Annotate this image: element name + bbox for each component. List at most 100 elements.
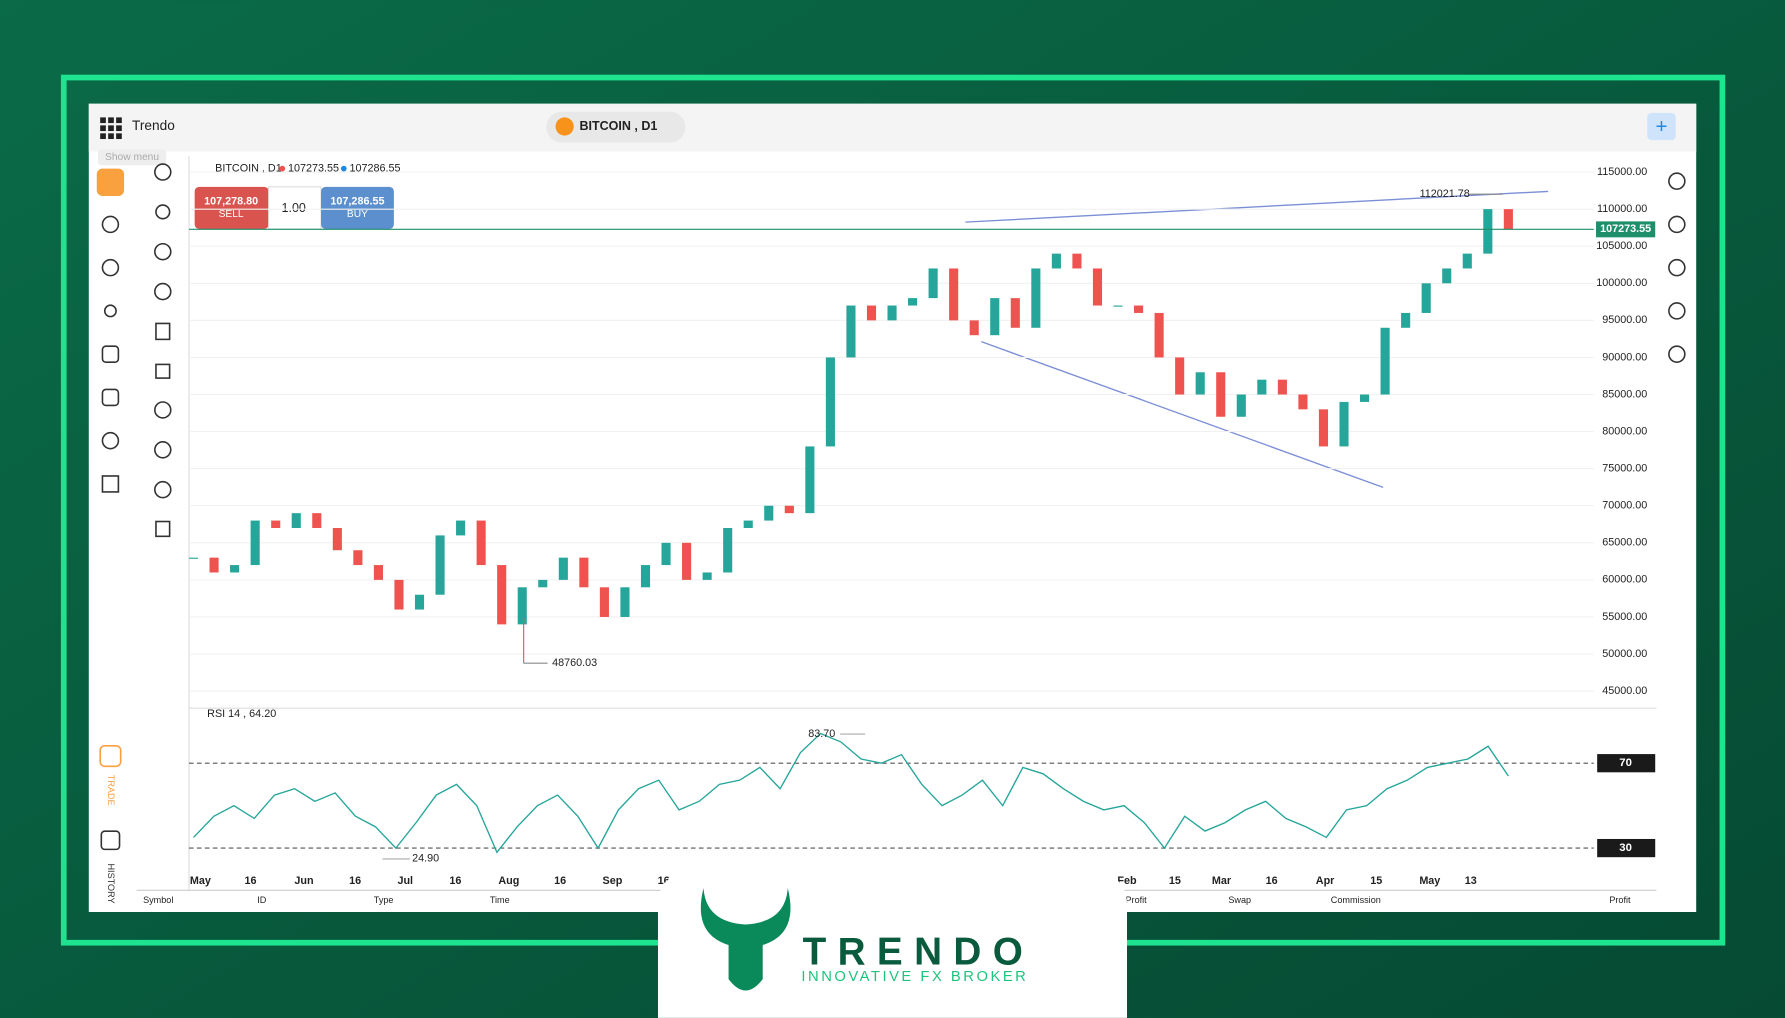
add-icon: + bbox=[1656, 115, 1668, 138]
trendline-lower bbox=[981, 341, 1384, 489]
x-tick-label: 16 bbox=[244, 875, 256, 887]
logo-bull bbox=[700, 888, 791, 991]
candle bbox=[805, 446, 815, 514]
candle bbox=[497, 565, 507, 625]
menu-active[interactable] bbox=[96, 168, 125, 196]
x-tick-label: May bbox=[1419, 875, 1440, 887]
y-tick-label: 75000.00 bbox=[1602, 463, 1647, 475]
table-header: Profit bbox=[1609, 895, 1631, 905]
candle bbox=[1010, 298, 1020, 328]
tooltip bbox=[97, 149, 167, 166]
y-tick-label: 85000.00 bbox=[1602, 388, 1647, 400]
trendline-upper bbox=[965, 190, 1549, 223]
bitcoin-icon bbox=[555, 117, 574, 136]
x-tick-label: Jul bbox=[397, 875, 413, 887]
candle bbox=[1483, 209, 1493, 254]
candle bbox=[969, 320, 979, 336]
y-tick-label: 50000.00 bbox=[1602, 648, 1647, 660]
ask-dot bbox=[340, 165, 347, 172]
tooltip-text: Show menu bbox=[105, 152, 159, 163]
add-button[interactable] bbox=[1647, 112, 1676, 141]
candle bbox=[517, 587, 527, 625]
level-tag bbox=[1597, 754, 1656, 773]
price-tag bbox=[1596, 221, 1656, 238]
candle bbox=[230, 565, 240, 573]
buy-button[interactable] bbox=[321, 186, 394, 229]
candle bbox=[949, 268, 959, 321]
x-tick-label: May bbox=[190, 875, 211, 887]
x-tick-label: Apr bbox=[1316, 875, 1335, 887]
candle bbox=[456, 520, 466, 536]
rsi-low-label: 24.90 bbox=[412, 853, 439, 865]
candle bbox=[538, 579, 548, 588]
candle bbox=[1421, 283, 1431, 313]
sell-button[interactable] bbox=[194, 186, 269, 229]
candle bbox=[928, 268, 938, 299]
candle bbox=[435, 535, 445, 595]
y-tick-label: 70000.00 bbox=[1602, 500, 1647, 512]
candle bbox=[743, 520, 753, 528]
candle bbox=[476, 520, 486, 566]
y-tick-label: 100000.00 bbox=[1596, 277, 1647, 289]
candle bbox=[291, 513, 301, 528]
candle bbox=[1462, 253, 1472, 269]
candle bbox=[908, 298, 918, 306]
candle bbox=[1051, 253, 1061, 269]
y-tick-label: 65000.00 bbox=[1602, 537, 1647, 549]
table-header: Time bbox=[490, 895, 510, 905]
logo-card bbox=[657, 874, 1128, 1018]
candle bbox=[1257, 379, 1267, 395]
bid-dot bbox=[279, 165, 286, 172]
candle bbox=[1072, 253, 1082, 269]
candle bbox=[599, 587, 609, 617]
x-tick-label: Aug bbox=[498, 875, 519, 887]
buy-label: BUY bbox=[347, 209, 368, 220]
sidebar-icons bbox=[100, 163, 1686, 851]
candle bbox=[682, 542, 692, 580]
table-header: Commission bbox=[1331, 895, 1381, 905]
candle bbox=[620, 587, 630, 617]
candle bbox=[990, 298, 1000, 336]
candle bbox=[1339, 401, 1349, 447]
candle bbox=[414, 594, 425, 610]
candle bbox=[579, 557, 589, 588]
candle bbox=[1031, 268, 1041, 328]
candle bbox=[1401, 312, 1411, 328]
y-tick-label: 110000.00 bbox=[1597, 203, 1647, 215]
app-name: Trendo bbox=[132, 118, 175, 133]
x-tick-label: Sep bbox=[603, 875, 623, 887]
y-tick-label: 60000.00 bbox=[1602, 574, 1647, 586]
level-tag bbox=[1597, 838, 1656, 858]
candle bbox=[661, 542, 671, 566]
x-tick-label: 16 bbox=[449, 875, 461, 887]
candle bbox=[1175, 357, 1185, 395]
history-tab[interactable]: HISTORY bbox=[106, 863, 116, 903]
candle bbox=[373, 565, 383, 580]
candle bbox=[1380, 327, 1390, 395]
rsi-line bbox=[193, 732, 1509, 854]
y-tick-label: 105000.00 bbox=[1596, 240, 1647, 252]
candle bbox=[1360, 394, 1370, 402]
candle bbox=[764, 505, 774, 521]
table-header: Swap bbox=[1228, 895, 1251, 905]
candle bbox=[209, 557, 219, 573]
sell-price: 107,278.80 bbox=[204, 195, 258, 207]
candle bbox=[312, 513, 322, 528]
candle bbox=[702, 572, 712, 580]
x-tick-label: Jun bbox=[294, 875, 313, 887]
lot-input[interactable] bbox=[268, 186, 322, 230]
x-tick-label: Mar bbox=[1212, 875, 1232, 887]
table-header: Profit bbox=[1125, 895, 1147, 905]
lot: 1.00 bbox=[282, 201, 306, 215]
candle bbox=[250, 520, 260, 566]
buy-price: 107,286.55 bbox=[330, 195, 384, 207]
candle bbox=[866, 305, 877, 321]
y-tick-label: 90000.00 bbox=[1602, 351, 1647, 363]
candle bbox=[1503, 209, 1513, 230]
y-tick-label: 80000.00 bbox=[1602, 425, 1647, 437]
trade-tab[interactable]: TRADE bbox=[106, 775, 116, 806]
trade-icon[interactable] bbox=[99, 744, 122, 768]
symbol: BITCOIN , D1 bbox=[579, 119, 657, 133]
candle bbox=[825, 357, 835, 447]
symbol-pill[interactable] bbox=[546, 111, 686, 143]
